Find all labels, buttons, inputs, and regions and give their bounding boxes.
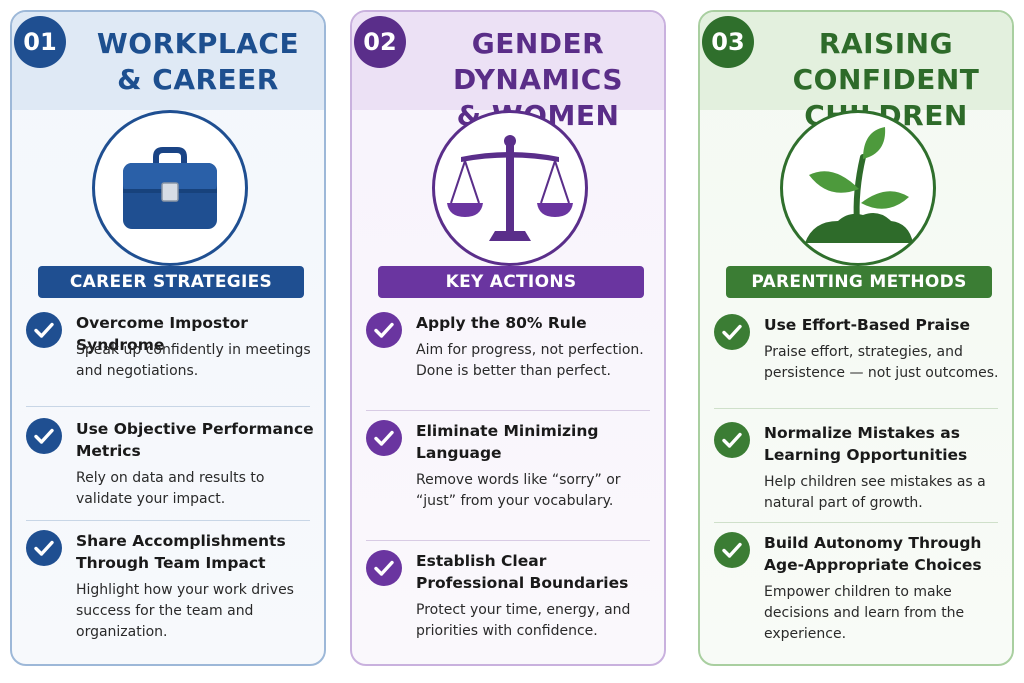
item-description: Protect your time, energy, and prioritie…	[416, 602, 631, 639]
divider	[26, 520, 310, 521]
check-circle-icon	[366, 420, 402, 456]
column-workplace-career: 01 WORKPLACE & CAREER CAREER STRATEGIES …	[10, 10, 326, 666]
column-title: WORKPLACE & CAREER	[72, 26, 324, 98]
item-title: Apply the 80% Rule	[416, 314, 587, 332]
column-title-line: RAISING CONFIDENT	[792, 27, 980, 96]
item-title: Share Accomplishments Through Team Impac…	[76, 532, 286, 572]
item-description: Empower children to make decisions and l…	[764, 584, 965, 642]
divider	[26, 406, 310, 407]
divider	[366, 540, 650, 541]
item-description: Rely on data and results to validate you…	[76, 470, 265, 507]
balance-scale-emblem	[432, 110, 588, 266]
item-description: Remove words like “sorry” or “just” from…	[416, 472, 621, 509]
check-circle-icon	[366, 550, 402, 586]
sprout-emblem	[780, 110, 936, 266]
check-circle-icon	[366, 312, 402, 348]
column-number-badge: 01	[14, 16, 66, 68]
check-circle-icon	[714, 532, 750, 568]
column-number-badge: 03	[702, 16, 754, 68]
check-circle-icon	[714, 422, 750, 458]
briefcase-emblem	[92, 110, 248, 266]
item-title: Establish Clear Professional Boundaries	[416, 552, 629, 592]
column-number-badge: 02	[354, 16, 406, 68]
item-title: Overcome Impostor Syndrome	[76, 314, 248, 354]
balance-scale-icon	[447, 135, 573, 241]
item-description: Aim for progress, not perfection. Done i…	[416, 342, 644, 379]
column-header: 01 WORKPLACE & CAREER	[12, 12, 324, 110]
briefcase-icon	[123, 147, 217, 229]
column-gender-dynamics: 02 GENDER DYNAMICS & WOMEN KEY ACTIONS	[350, 10, 666, 666]
check-circle-icon	[26, 312, 62, 348]
section-banner: PARENTING METHODS	[726, 266, 992, 298]
divider	[714, 408, 998, 409]
column-title-line: & CAREER	[117, 63, 279, 96]
item-description: Highlight how your work drives success f…	[76, 582, 294, 640]
item-title: Eliminate Minimizing Language	[416, 422, 599, 462]
item-title: Use Objective Performance Metrics	[76, 420, 314, 460]
divider	[366, 410, 650, 411]
item-title: Normalize Mistakes as Learning Opportuni…	[764, 424, 968, 464]
column-header: 02 GENDER DYNAMICS & WOMEN	[352, 12, 664, 132]
section-banner: KEY ACTIONS	[378, 266, 644, 298]
check-circle-icon	[26, 530, 62, 566]
column-raising-children: 03 RAISING CONFIDENT CHILDREN PARENTING …	[698, 10, 1014, 666]
check-circle-icon	[714, 314, 750, 350]
column-title: RAISING CONFIDENT CHILDREN	[760, 26, 1012, 134]
item-title: Build Autonomy Through Age-Appropriate C…	[764, 534, 982, 574]
item-description: Speak up confidently in meetings and neg…	[76, 342, 311, 379]
check-circle-icon	[26, 418, 62, 454]
item-description: Help children see mistakes as a natural …	[764, 474, 986, 511]
divider	[714, 522, 998, 523]
item-title: Use Effort-Based Praise	[764, 316, 971, 334]
sprout-icon	[805, 127, 913, 243]
item-description: Praise effort, strategies, and persisten…	[764, 344, 999, 381]
column-title-line: WORKPLACE	[96, 27, 300, 60]
column-title-line: GENDER DYNAMICS	[452, 27, 624, 96]
column-header: 03 RAISING CONFIDENT CHILDREN	[700, 12, 1012, 132]
section-banner: CAREER STRATEGIES	[38, 266, 304, 298]
